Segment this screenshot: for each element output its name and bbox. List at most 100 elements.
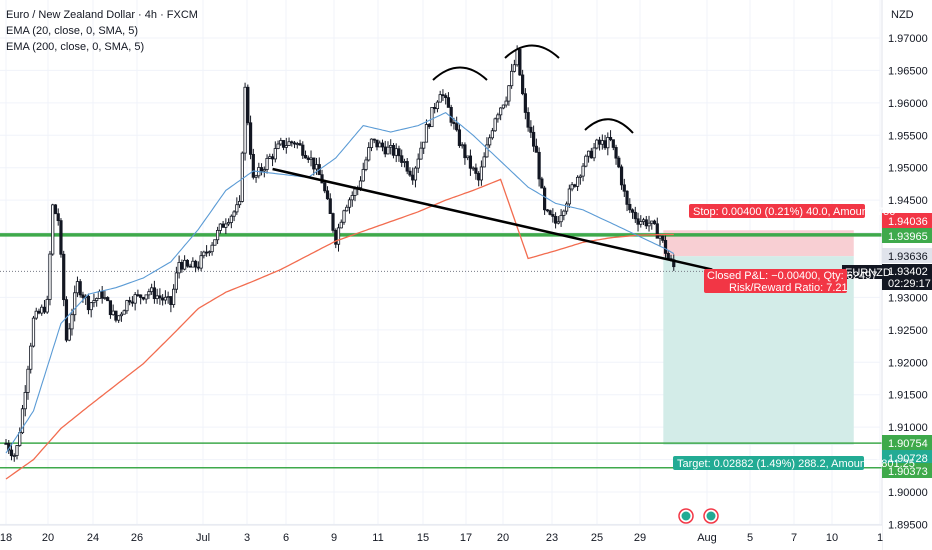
candle <box>155 288 159 304</box>
candle-body <box>163 296 167 301</box>
candle <box>284 137 288 154</box>
stop-price-badge: 1.94036 <box>888 216 928 228</box>
candle <box>570 182 574 192</box>
candle-body <box>556 221 560 224</box>
candle <box>380 139 385 152</box>
candle-body <box>400 155 404 163</box>
candle-body <box>474 167 478 174</box>
candle-body <box>34 310 38 319</box>
candle-body <box>496 114 500 120</box>
candle <box>383 140 387 158</box>
candle-body <box>78 281 82 296</box>
candle-body <box>273 148 277 160</box>
ema200-legend[interactable]: EMA (200, close, 0, SMA, 5) <box>6 41 145 53</box>
candle <box>42 300 47 314</box>
candle-body <box>435 101 440 110</box>
candle <box>479 160 484 186</box>
price-tick-label: 1.96500 <box>888 65 928 77</box>
candle <box>477 171 481 187</box>
candle <box>194 259 198 273</box>
candle <box>430 107 434 128</box>
candle <box>218 223 222 234</box>
candle <box>306 155 310 163</box>
candle-body <box>281 140 286 148</box>
candle-body <box>510 70 514 87</box>
candle-body <box>166 296 170 298</box>
time-tick-label: 5 <box>747 532 753 544</box>
candle <box>474 163 478 180</box>
candle-body <box>361 169 365 182</box>
candle-body <box>380 142 385 148</box>
candle-body <box>246 86 250 124</box>
candle <box>449 104 453 127</box>
candle <box>562 209 566 221</box>
candle-body <box>641 219 646 222</box>
candle-body <box>254 175 258 178</box>
candle <box>556 216 560 225</box>
candle-body <box>144 294 148 300</box>
candle <box>180 259 184 273</box>
candle-body <box>463 144 467 159</box>
candle-body <box>630 209 635 213</box>
candle <box>422 141 426 154</box>
candle <box>600 134 604 150</box>
neckline <box>272 167 713 271</box>
candle <box>597 136 602 151</box>
candle-body <box>578 175 582 178</box>
event-marker-icon[interactable] <box>678 508 694 524</box>
support-lower-badge: 1.90373 <box>888 466 928 478</box>
time-tick-label: 9 <box>331 532 337 544</box>
candle <box>488 134 492 148</box>
candle-body <box>408 170 412 176</box>
candle <box>103 290 107 301</box>
candle-body <box>499 107 503 116</box>
price-tick-label: 1.90000 <box>888 487 928 499</box>
candle <box>246 84 250 126</box>
candle-body <box>40 306 44 314</box>
candle <box>510 63 514 89</box>
candle <box>139 294 143 305</box>
candle-body <box>314 164 319 170</box>
candle <box>221 220 225 228</box>
candle-body <box>122 310 126 315</box>
candle <box>226 218 231 227</box>
candle <box>614 144 618 165</box>
candle-body <box>53 204 58 215</box>
event-marker-icon[interactable] <box>703 508 719 524</box>
candle-body <box>133 294 137 304</box>
candle-body <box>600 140 604 145</box>
candle-body <box>202 251 206 257</box>
candle <box>595 138 599 150</box>
candle <box>455 116 459 132</box>
candle <box>301 141 305 159</box>
time-tick-label: Jul <box>196 532 210 544</box>
time-tick-label: 25 <box>591 532 603 544</box>
candle-body <box>584 155 588 167</box>
candle <box>56 208 60 226</box>
candle-body <box>23 391 27 410</box>
candle <box>224 218 228 234</box>
candle <box>389 139 393 155</box>
time-tick-label: 18 <box>0 532 12 544</box>
candle-body <box>70 314 74 330</box>
candle-body <box>413 167 418 181</box>
symbol-title[interactable]: Euro / New Zealand Dollar · 4h · FXCM <box>6 9 198 21</box>
candle <box>444 93 448 105</box>
candle-body <box>350 195 354 201</box>
ticker-chip-bg <box>842 265 882 279</box>
candle-body <box>452 121 456 125</box>
candle-body <box>402 161 407 163</box>
candle <box>537 147 541 187</box>
ema200-line <box>5 178 674 480</box>
candle-body <box>441 94 445 97</box>
candle-body <box>224 223 228 228</box>
candle-body <box>512 64 516 72</box>
candle <box>521 69 525 96</box>
candle-body <box>389 145 393 148</box>
candle-body <box>284 145 288 148</box>
candle-body <box>564 203 569 212</box>
time-tick-label: 1 <box>877 532 883 544</box>
ema20-legend[interactable]: EMA (20, close, 0, SMA, 5) <box>6 25 139 37</box>
candle-body <box>48 253 52 300</box>
